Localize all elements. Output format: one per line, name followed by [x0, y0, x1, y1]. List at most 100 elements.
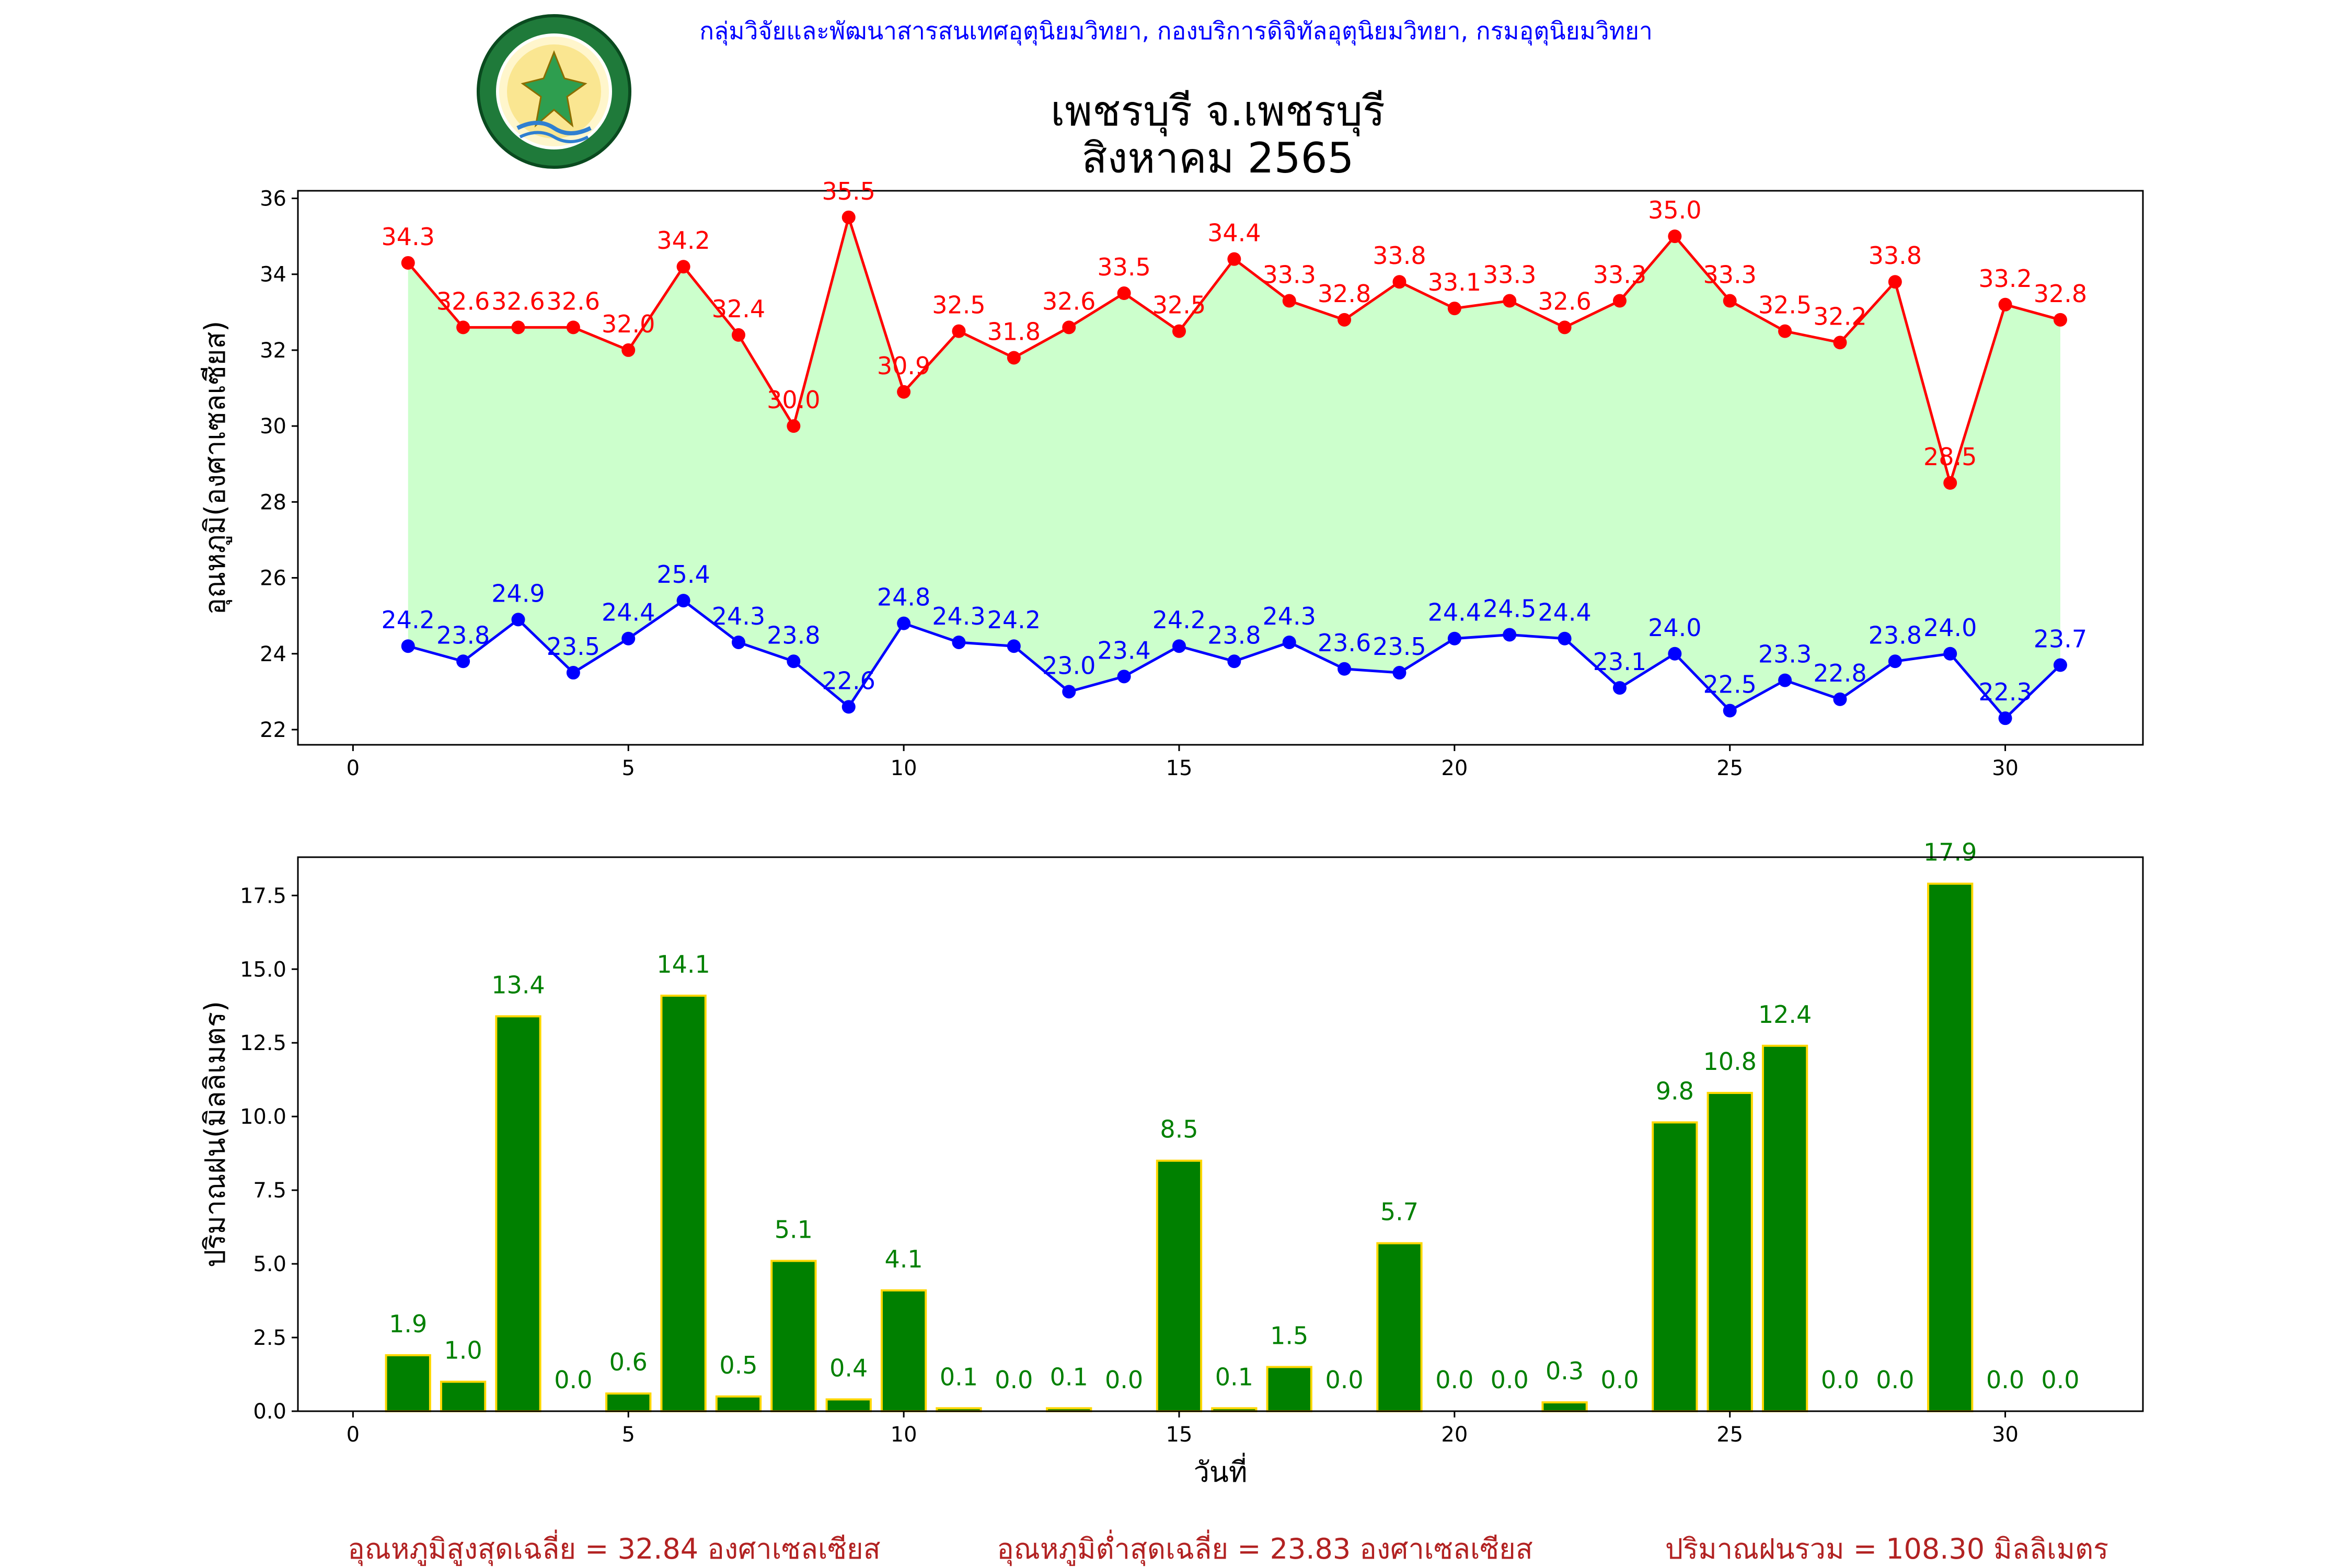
rainfall-x-tick-label: 20: [1441, 1423, 1468, 1447]
rain-bar-label: 0.0: [554, 1366, 592, 1394]
rain-bar-label: 8.5: [1160, 1115, 1198, 1144]
rain-bar: [660, 995, 707, 1412]
data-label-max: 32.2: [1813, 302, 1866, 330]
rain-bar-label: 1.9: [389, 1310, 427, 1338]
data-label-max: 32.5: [932, 291, 985, 319]
data-label-min: 24.0: [1648, 614, 1701, 642]
meteorological-department-logo: [477, 14, 631, 169]
data-label-max: 32.6: [436, 287, 490, 315]
rain-bar: [1156, 1159, 1203, 1412]
rain-bar-label: 0.1: [1215, 1363, 1253, 1391]
rain-bar-label: 0.0: [1491, 1366, 1529, 1394]
rain-bar-label: 0.0: [1821, 1366, 1859, 1394]
rain-bar-label: 5.7: [1380, 1198, 1419, 1226]
data-label-min: 23.8: [767, 621, 820, 649]
data-point-max: [1007, 351, 1021, 365]
footer-total-rain: ปริมาณฝนรวม = 108.30 มิลลิเมตร: [1665, 1532, 2108, 1565]
rain-bar: [1376, 1242, 1423, 1412]
data-label-min: 22.6: [822, 666, 875, 695]
data-label-min: 24.4: [1538, 598, 1591, 627]
rain-bar-label: 0.0: [1105, 1366, 1143, 1394]
rain-bar-label: 5.1: [775, 1215, 813, 1243]
rain-bar-label: 17.9: [1923, 838, 1977, 867]
temperature-y-tick-label: 22: [260, 718, 286, 742]
data-point-max: [621, 343, 636, 357]
data-label-min: 24.8: [877, 583, 930, 612]
temperature-y-tick-label: 34: [260, 263, 286, 287]
rain-bar-label: 0.0: [995, 1366, 1033, 1394]
data-label-max: 33.5: [1097, 253, 1150, 281]
data-label-min: 23.8: [1869, 621, 1922, 649]
temperature-range-fill: [408, 217, 2060, 719]
data-point-min: [1007, 639, 1021, 653]
footer-average-min: อุณหภูมิต่ำสุดเฉลี่ย = 23.83 องศาเซลเซีย…: [997, 1529, 1532, 1566]
rainfall-x-tick-label: 5: [622, 1423, 635, 1447]
data-point-min: [1503, 628, 1517, 642]
temperature-x-tick-label: 10: [891, 756, 917, 780]
data-label-max: 33.3: [1593, 261, 1646, 289]
data-point-max: [731, 328, 745, 342]
data-point-min: [1117, 670, 1131, 684]
data-label-max: 30.0: [767, 386, 820, 414]
data-label-max: 32.6: [547, 287, 600, 315]
rain-bar: [1266, 1366, 1312, 1413]
rain-bar-label: 0.1: [940, 1363, 978, 1391]
rainfall-x-tick-label: 10: [891, 1423, 917, 1447]
rainfall-x-axis-title: วันที่: [1194, 1452, 1248, 1489]
data-label-max: 28.5: [1923, 443, 1977, 471]
data-point-max: [1723, 294, 1737, 308]
data-label-min: 23.5: [547, 632, 600, 661]
rain-bar-label: 0.5: [719, 1351, 757, 1379]
rainfall-x-tick-label: 30: [1992, 1423, 2019, 1447]
data-label-min: 22.3: [1978, 678, 2032, 706]
temperature-plot-frame: [297, 190, 2144, 746]
data-label-max: 32.6: [1042, 287, 1096, 315]
data-point-max: [1062, 320, 1076, 335]
data-point-min: [1888, 654, 1902, 668]
data-label-min: 23.3: [1758, 640, 1812, 668]
data-label-max: 32.5: [1758, 291, 1812, 319]
data-point-max: [1833, 336, 1847, 350]
temperature-x-tick-label: 5: [622, 756, 635, 780]
temperature-x-tick-label: 25: [1716, 756, 1743, 780]
data-point-max: [787, 419, 801, 433]
data-point-max: [1447, 302, 1461, 316]
data-label-max: 32.0: [602, 310, 655, 338]
data-point-max: [676, 260, 690, 274]
temperature-x-tick-label: 30: [1992, 756, 2019, 780]
rainfall-x-tick-label: 25: [1716, 1423, 1743, 1447]
data-point-max: [1943, 476, 1957, 490]
data-label-max: 34.3: [382, 223, 435, 251]
rain-bar: [825, 1398, 872, 1412]
data-point-max: [1668, 229, 1682, 244]
data-label-min: 25.4: [656, 560, 710, 589]
data-point-min: [1778, 673, 1792, 687]
rain-bar: [440, 1380, 487, 1412]
data-label-min: 24.3: [1263, 602, 1316, 630]
data-point-max: [1998, 297, 2012, 312]
data-label-min: 23.1: [1593, 648, 1646, 676]
rainfall-y-axis-title: ปริมาณฝน(มิลลิเมตร): [199, 1001, 232, 1267]
data-label-max: 31.8: [987, 317, 1041, 345]
rain-bar: [495, 1015, 541, 1413]
chart-title-line2: สิงหาคม 2565: [1082, 134, 1354, 182]
data-label-max: 33.1: [1428, 268, 1481, 296]
data-label-min: 24.4: [1428, 598, 1481, 627]
data-point-max: [566, 320, 580, 335]
rainfall-x-tick-label: 15: [1166, 1423, 1193, 1447]
data-label-min: 24.2: [1152, 606, 1206, 634]
data-point-min: [787, 654, 801, 668]
rain-bar-label: 0.4: [829, 1354, 868, 1382]
rain-bar-label: 0.0: [1600, 1366, 1639, 1394]
data-label-max: 32.8: [1318, 280, 1371, 308]
data-label-max: 33.3: [1263, 261, 1316, 289]
data-point-min: [1172, 639, 1186, 653]
data-point-min: [1833, 692, 1847, 706]
data-point-min: [1062, 685, 1076, 699]
temperature-y-tick-label: 28: [260, 490, 286, 514]
data-point-max: [2053, 313, 2067, 327]
data-point-min: [1723, 704, 1737, 718]
data-point-min: [897, 616, 911, 630]
data-point-max: [841, 210, 856, 224]
